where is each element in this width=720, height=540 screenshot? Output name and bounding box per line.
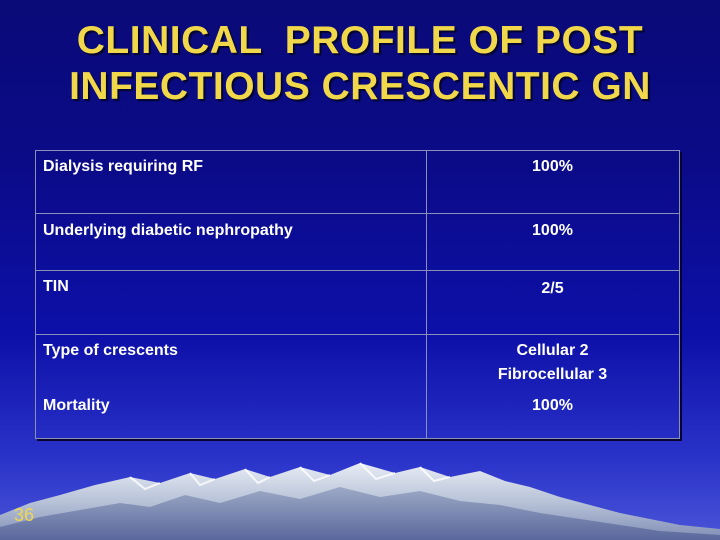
row-label-dialysis: Dialysis requiring RF <box>43 158 204 175</box>
value-line: 2/5 <box>541 280 564 297</box>
row-value-crescents: Cellular 2 Fibrocellular 3 <box>426 339 679 387</box>
value-line: 100% <box>532 397 573 414</box>
row-value-diabetic-nephropathy: 100% <box>426 219 679 243</box>
value-line: 100% <box>532 222 573 239</box>
row-divider <box>36 270 679 271</box>
slide-title-line-2: INFECTIOUS CRESCENTIC GN <box>69 65 651 108</box>
row-label-diabetic-nephropathy: Underlying diabetic nephropathy <box>43 222 293 239</box>
value-line: Fibrocellular 3 <box>497 366 608 383</box>
slide-number: 36 <box>14 505 35 525</box>
row-value-mortality: 100% <box>426 394 679 418</box>
value-line: Cellular 2 <box>516 342 589 359</box>
row-value-tin: 2/5 <box>426 277 679 301</box>
slide-title-line-1: CLINICAL PROFILE OF POST <box>76 19 644 62</box>
row-value-dialysis: 100% <box>426 155 679 179</box>
clinical-profile-table: Dialysis requiring RF 100% Underlying di… <box>35 150 680 439</box>
row-label-crescents: Type of crescents <box>43 342 178 359</box>
value-line: 100% <box>532 158 573 175</box>
row-label-mortality: Mortality <box>43 397 110 414</box>
row-label-tin: TIN <box>43 278 69 295</box>
column-divider <box>426 151 427 438</box>
mountain-range-image <box>0 462 720 540</box>
row-divider <box>36 213 679 214</box>
slide-title: CLINICAL PROFILE OF POST INFECTIOUS CRES… <box>0 18 720 110</box>
row-divider <box>36 334 679 335</box>
